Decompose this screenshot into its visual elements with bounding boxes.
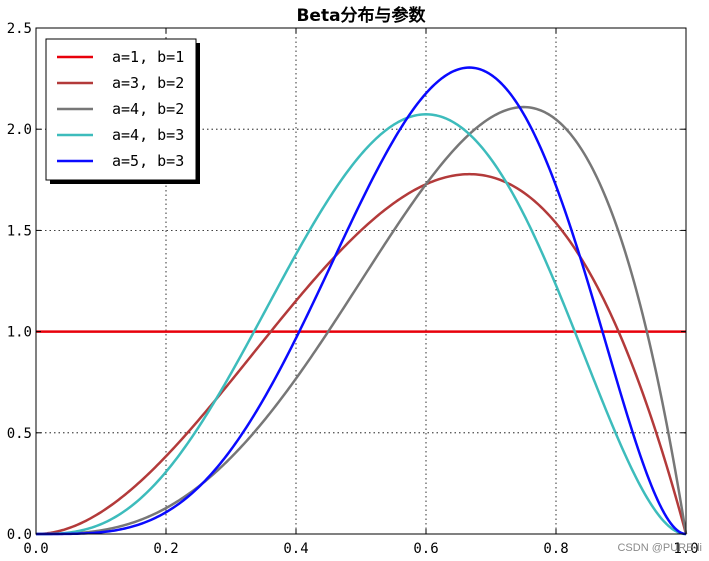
- watermark-text: CSDN @PURE-li: [617, 542, 702, 554]
- series-line-2: [36, 105, 688, 536]
- y-tick-label: 0.5: [7, 426, 32, 442]
- y-tick-label: 2.0: [7, 122, 32, 138]
- legend: a=1, b=1 a=3, b=2 a=4, b=2 a=4, b=3 a=5, b=3: [45, 38, 200, 184]
- x-tick-label: 0.0: [23, 541, 48, 557]
- series-lines: [35, 66, 688, 536]
- legend-label: a=3, b=2: [112, 74, 184, 92]
- chart-title: Beta分布与参数: [296, 5, 426, 26]
- series-line-3: [36, 113, 687, 536]
- x-tick-label: 0.8: [543, 541, 568, 557]
- y-tick-label: 0.0: [7, 527, 32, 543]
- legend-label: a=5, b=3: [112, 152, 184, 170]
- axis-ticks: 0.0 0.2 0.4 0.6 0.8 1.0 0.0 0.5 1.0 1.5 2.0 2.5: [7, 21, 699, 557]
- legend-label: a=4, b=3: [112, 126, 184, 144]
- x-tick-label: 1.0: [673, 541, 698, 557]
- series-line-4: [36, 66, 687, 536]
- legend-label: a=1, b=1: [112, 48, 184, 66]
- y-tick-label: 2.5: [7, 21, 32, 37]
- y-tick-label: 1.0: [7, 325, 32, 341]
- x-tick-label: 0.4: [283, 541, 308, 557]
- series-line-1: [35, 172, 688, 536]
- y-tick-label: 1.5: [7, 223, 32, 239]
- plot-frame: [35, 27, 687, 535]
- x-tick-label: 0.6: [413, 541, 438, 557]
- x-tick-label: 0.2: [153, 541, 178, 557]
- legend-label: a=4, b=2: [112, 100, 184, 118]
